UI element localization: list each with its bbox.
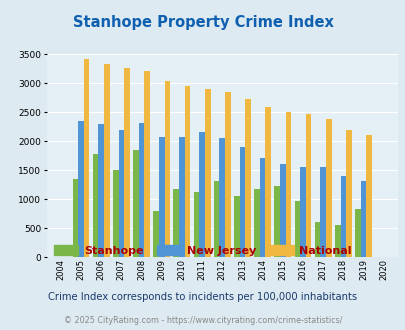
Bar bbox=[320, 167, 325, 257]
Bar bbox=[164, 81, 170, 257]
Bar bbox=[173, 189, 179, 257]
Bar bbox=[179, 137, 184, 257]
Bar bbox=[133, 150, 139, 257]
Bar bbox=[354, 209, 360, 257]
Bar bbox=[265, 107, 271, 257]
Bar bbox=[224, 91, 230, 257]
Bar bbox=[233, 196, 239, 257]
Bar bbox=[144, 71, 150, 257]
Bar bbox=[345, 130, 351, 257]
Bar bbox=[239, 147, 245, 257]
Bar bbox=[259, 158, 265, 257]
Bar bbox=[360, 182, 365, 257]
Bar bbox=[274, 186, 279, 257]
Bar bbox=[118, 130, 124, 257]
Bar bbox=[213, 182, 219, 257]
Bar bbox=[193, 192, 199, 257]
Bar bbox=[285, 113, 291, 257]
Bar bbox=[83, 59, 89, 257]
Bar bbox=[294, 201, 299, 257]
Bar bbox=[314, 222, 320, 257]
Bar bbox=[245, 99, 250, 257]
Bar bbox=[325, 119, 331, 257]
Bar bbox=[279, 164, 285, 257]
Bar bbox=[113, 170, 118, 257]
Bar bbox=[78, 120, 83, 257]
Bar bbox=[153, 211, 158, 257]
Text: Crime Index corresponds to incidents per 100,000 inhabitants: Crime Index corresponds to incidents per… bbox=[48, 292, 357, 302]
Bar bbox=[305, 114, 311, 257]
Bar bbox=[299, 167, 305, 257]
Legend: Stanhope, New Jersey, National: Stanhope, New Jersey, National bbox=[49, 241, 356, 260]
Bar bbox=[254, 189, 259, 257]
Bar bbox=[365, 135, 371, 257]
Bar bbox=[98, 124, 104, 257]
Bar bbox=[219, 138, 224, 257]
Bar bbox=[184, 86, 190, 257]
Bar bbox=[158, 137, 164, 257]
Bar bbox=[334, 225, 340, 257]
Bar bbox=[205, 89, 210, 257]
Bar bbox=[92, 154, 98, 257]
Bar bbox=[124, 68, 130, 257]
Bar bbox=[199, 132, 205, 257]
Bar bbox=[104, 64, 109, 257]
Text: © 2025 CityRating.com - https://www.cityrating.com/crime-statistics/: © 2025 CityRating.com - https://www.city… bbox=[64, 316, 341, 325]
Bar bbox=[340, 176, 345, 257]
Bar bbox=[139, 123, 144, 257]
Bar bbox=[72, 179, 78, 257]
Text: Stanhope Property Crime Index: Stanhope Property Crime Index bbox=[72, 15, 333, 30]
